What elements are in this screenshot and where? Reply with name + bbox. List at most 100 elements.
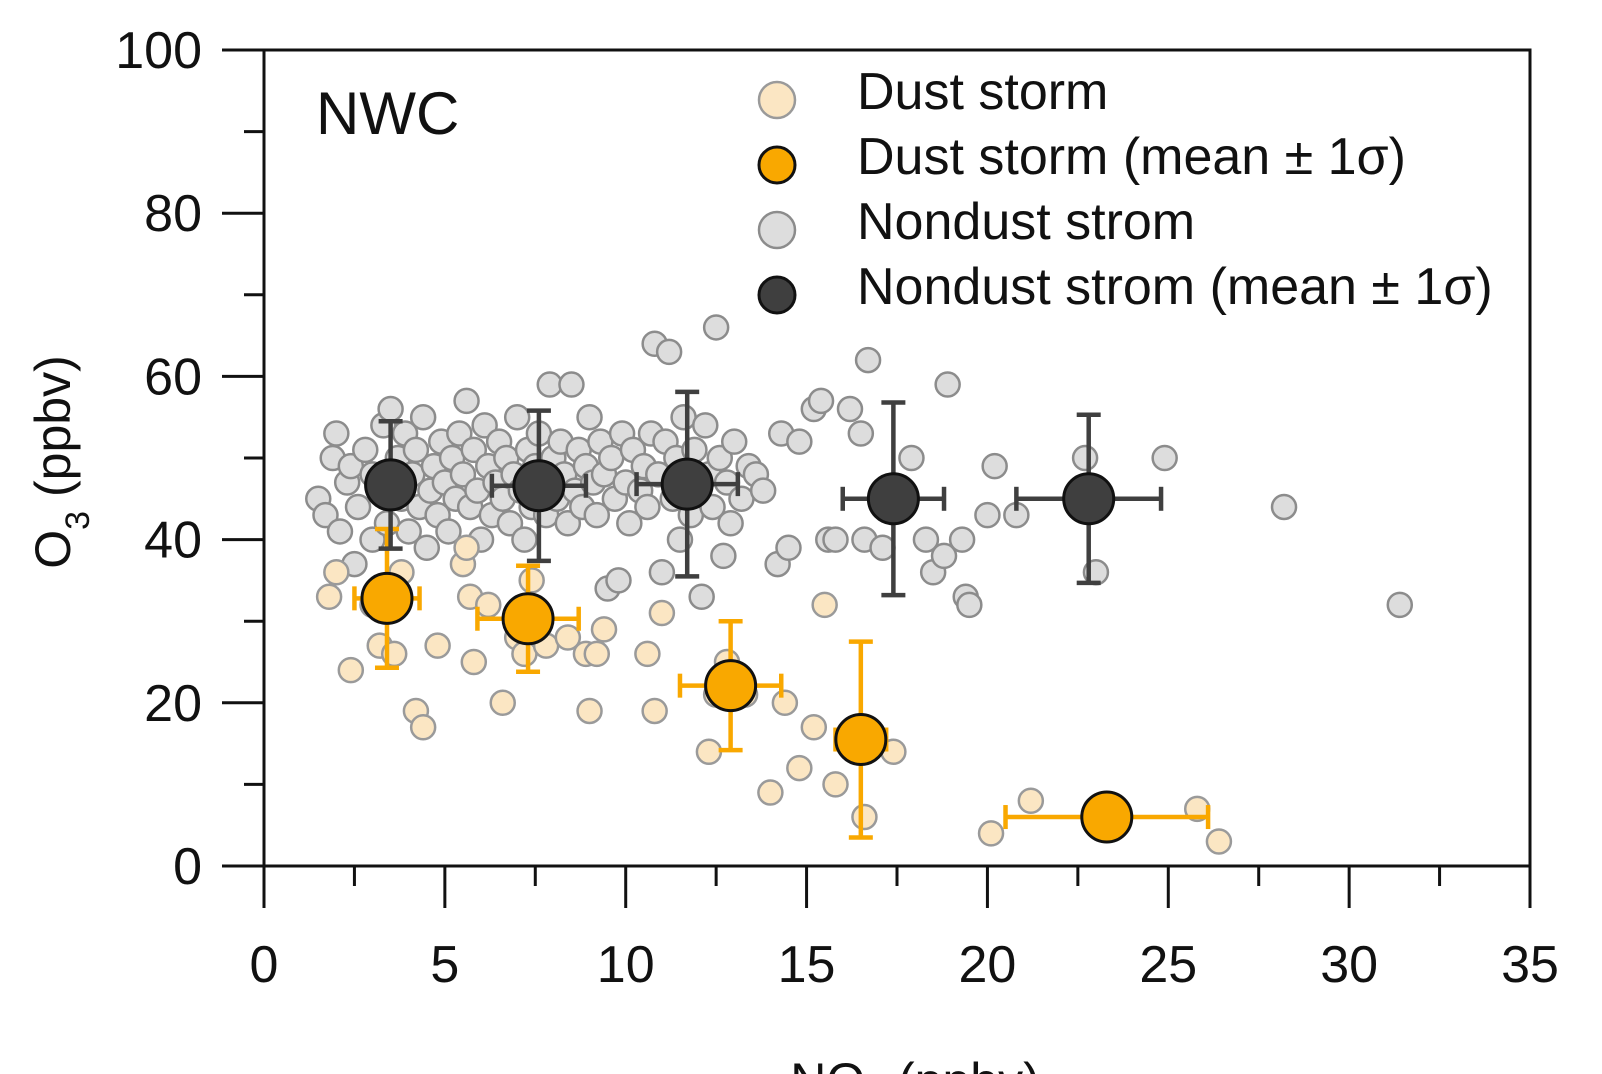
dust-mean-point — [1080, 790, 1134, 844]
dust-point — [800, 714, 828, 741]
nondust-point — [352, 436, 379, 464]
dust-point — [811, 591, 838, 619]
dust-point — [409, 714, 437, 741]
nondust-point — [655, 338, 683, 366]
dust-point — [511, 640, 538, 668]
dust-point — [315, 583, 343, 610]
nondust-point — [558, 371, 585, 398]
dust-point — [641, 697, 668, 725]
nondust-point — [446, 420, 473, 447]
nondust-point — [847, 420, 875, 447]
y-tick-label: 100 — [115, 22, 202, 80]
x-tick-label: 35 — [1501, 936, 1559, 994]
nondust-point — [912, 526, 940, 553]
nondust-point — [1071, 444, 1099, 472]
nondust-point — [449, 461, 477, 488]
legend-marker-nondust-mean — [757, 275, 797, 315]
legend-label: Dust storm (mean ± 1σ) — [857, 128, 1406, 186]
y-tick-label: 80 — [144, 185, 202, 243]
nondust-point — [402, 436, 430, 464]
x-axis-title: NO2 (ppbv) — [790, 1053, 1040, 1074]
legend-label: Nondust strom (mean ± 1σ) — [857, 258, 1493, 316]
dust-point — [323, 558, 350, 586]
x-tick-label: 15 — [778, 936, 836, 994]
dust-point — [648, 599, 676, 627]
dust-point — [1017, 787, 1045, 814]
nondust-point — [836, 395, 864, 423]
nondust-point — [930, 542, 958, 570]
x-tick-label: 25 — [1139, 936, 1197, 994]
nondust-mean-point — [660, 457, 714, 511]
dust-point — [576, 697, 603, 725]
nondust-point — [496, 510, 524, 537]
legend: Dust storm Dust storm (mean ± 1σ) Nondust … — [757, 63, 1493, 316]
dust-point — [590, 616, 618, 643]
legend-marker-dust-mean — [757, 145, 797, 185]
nondust-point — [702, 314, 730, 341]
nondust-point — [854, 346, 882, 374]
nondust-point — [670, 403, 697, 431]
nondust-point — [583, 501, 611, 529]
nondust-point — [377, 395, 404, 423]
x-tick-label: 20 — [959, 936, 1017, 994]
nondust-point — [648, 558, 676, 586]
nondust-point — [460, 436, 488, 464]
nondust-point — [536, 371, 564, 398]
dust-point — [1205, 828, 1233, 855]
dust-point — [337, 656, 365, 684]
nondust-point — [326, 518, 354, 545]
dust-point — [583, 640, 611, 668]
nondust-point — [728, 485, 755, 513]
y-tick-label: 0 — [173, 838, 202, 896]
dust-point — [554, 624, 582, 651]
dust-mean-point — [501, 592, 555, 646]
nondust-point — [395, 518, 422, 545]
nondust-mean-point — [866, 472, 920, 526]
nondust-point — [453, 387, 480, 415]
dust-point — [460, 648, 488, 676]
x-tick-label: 30 — [1320, 936, 1378, 994]
dust-point — [695, 738, 723, 766]
nondust-point — [974, 501, 1001, 529]
nondust-point — [981, 452, 1008, 480]
dust-point — [757, 779, 784, 806]
nondust-point — [720, 428, 748, 455]
nondust-point — [948, 526, 976, 553]
y-tick-label: 40 — [144, 512, 202, 570]
dust-point — [453, 534, 480, 562]
legend-label: Dust storm — [857, 63, 1108, 121]
nondust-point — [749, 477, 777, 504]
dust-mean-point — [834, 713, 888, 767]
nondust-point — [706, 444, 734, 472]
nondust-point — [1386, 591, 1414, 619]
dust-mean-point — [360, 571, 414, 625]
nondust-point — [934, 371, 961, 398]
nondust-point — [511, 526, 538, 553]
dust-point — [424, 632, 451, 659]
nondust-point — [471, 412, 498, 439]
nondust-point — [409, 403, 437, 431]
x-tick-label: 10 — [597, 936, 655, 994]
dust-point — [851, 803, 878, 831]
y-axis: 0 20 40 60 80 100 — [115, 22, 264, 896]
dust-point — [518, 567, 545, 594]
nondust-point — [807, 387, 835, 415]
nondust-mean-point — [512, 459, 566, 513]
y-tick-label: 20 — [144, 675, 202, 733]
nondust-mean-point — [1062, 472, 1116, 526]
legend-marker-nondust-scatter — [757, 210, 797, 250]
nondust-point — [576, 403, 603, 431]
nondust-point — [710, 542, 737, 570]
nondust-point — [616, 510, 643, 537]
nondust-point — [554, 510, 582, 537]
dust-point — [822, 771, 849, 798]
dust-point — [771, 689, 799, 717]
nondust-point — [413, 534, 441, 562]
dust-point — [634, 640, 661, 668]
x-tick-label: 0 — [250, 936, 279, 994]
mean-markers — [352, 389, 1211, 844]
y-tick-label: 60 — [144, 348, 202, 406]
panel-label: NWC — [316, 80, 459, 147]
nondust-point — [898, 444, 925, 472]
